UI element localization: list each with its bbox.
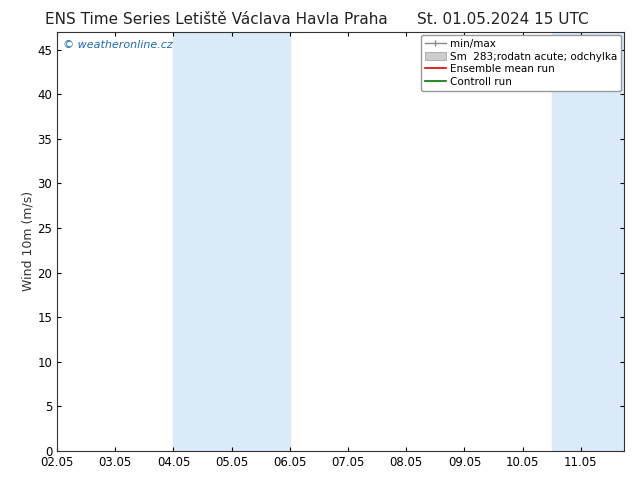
Legend: min/max, Sm  283;rodatn acute; odchylka, Ensemble mean run, Controll run: min/max, Sm 283;rodatn acute; odchylka, …: [421, 35, 621, 91]
Y-axis label: Wind 10m (m/s): Wind 10m (m/s): [22, 191, 34, 292]
Text: ENS Time Series Letiště Václava Havla Praha      St. 01.05.2024 15 UTC: ENS Time Series Letiště Václava Havla Pr…: [45, 12, 589, 27]
Text: © weatheronline.cz: © weatheronline.cz: [63, 40, 172, 50]
Bar: [552, 32, 624, 451]
Bar: [174, 32, 290, 451]
